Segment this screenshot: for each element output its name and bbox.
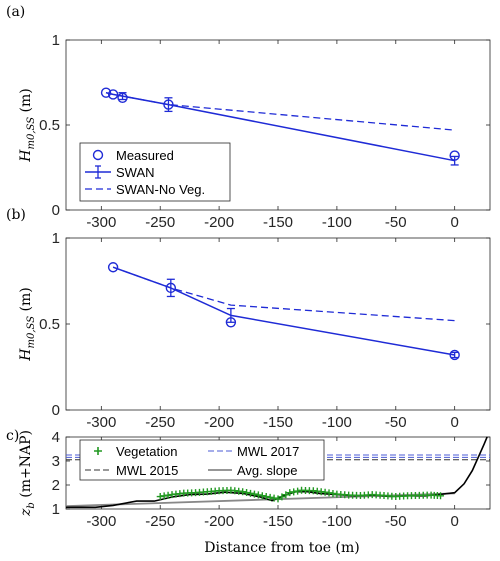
c-ytick-label: 3 [52, 453, 60, 470]
vegetation-marker [254, 491, 262, 499]
a-xtick-label: -150 [263, 214, 293, 231]
vegetation-marker [247, 489, 255, 497]
vegetation-marker [437, 492, 445, 500]
legend-c-mwl2017-label: MWL 2017 [237, 444, 299, 459]
legend-a-measured-label: Measured [116, 148, 174, 163]
a-ytick-label: 0.5 [39, 117, 60, 134]
legend-a-swan-label: SWAN [116, 165, 155, 180]
c-xtick-label: -300 [86, 513, 116, 530]
c-xtick-label: -250 [145, 513, 175, 530]
c-xtick-label: -150 [263, 513, 293, 530]
b-xtick-label: -50 [385, 414, 407, 431]
panel-c-plot: -300 -250 -200 -150 -100 -50 0 1 2 3 4 [52, 429, 491, 530]
vegetation-marker [239, 488, 247, 496]
panel-b-plot: -300 -250 -200 -150 -100 -50 0 0 0.5 1 [39, 230, 491, 431]
vegetation-marker [266, 493, 274, 501]
ylabel-text: Hm0,SS (m) [18, 287, 37, 361]
vegetation-marker [278, 493, 286, 501]
panel-c-ylabel: zb (m+NAP) [18, 430, 37, 517]
b-point-measured [107, 262, 119, 273]
vegetation-marker [258, 492, 266, 500]
c-ytick-label: 1 [52, 501, 60, 518]
panel-a-legend: Measured SWAN SWAN-No Veg. [79, 142, 231, 202]
legend-a-noveg-label: SWAN-No Veg. [116, 182, 205, 197]
b-point-measured [449, 349, 460, 361]
b-point-measured [225, 317, 237, 328]
b-xtick-label: -100 [322, 414, 352, 431]
panel-b-label: (b) [6, 207, 26, 223]
legend-c-box [79, 439, 325, 481]
ylabel-text: zb (m+NAP) [18, 430, 37, 517]
vegetation-marker [270, 494, 278, 502]
a-xtick-label: -300 [86, 214, 116, 231]
a-xtick-label: -250 [145, 214, 175, 231]
vegetation-marker [262, 493, 270, 501]
panel-c-xlabel: Distance from toe (m) [204, 540, 359, 556]
a-xtick-label: -100 [322, 214, 352, 231]
a-point-measured [449, 150, 460, 161]
legend-c-slope-label: Avg. slope [237, 463, 297, 478]
c-ytick-label: 4 [52, 429, 60, 446]
b-xtick-label: -200 [204, 414, 234, 431]
legend-c-vegetation-label: Vegetation [116, 444, 177, 459]
panel-a-ylabel: Hm0,SS (m) [18, 88, 37, 162]
a-xtick-label: -50 [385, 214, 407, 231]
a-ytick-label: 0 [52, 202, 60, 219]
b-ytick-label: 0 [52, 402, 60, 419]
a-point-measured [100, 87, 112, 98]
b-xtick-label: -150 [263, 414, 293, 431]
legend-a-measured-marker [92, 149, 104, 161]
vegetation-marker [282, 491, 290, 499]
b-xtick-label: -300 [86, 414, 116, 431]
a-point-measured [163, 99, 174, 110]
a-xtick-label: -200 [204, 214, 234, 231]
legend-c-vegetation-marker [94, 447, 102, 455]
c-xtick-label: -50 [385, 513, 407, 530]
vegetation-marker [290, 488, 298, 496]
b-ytick-label: 0.5 [39, 316, 60, 333]
a-series-swan-noveg [105, 92, 455, 131]
c-xtick-label: -100 [322, 513, 352, 530]
panel-a-label: (a) [6, 4, 25, 20]
ylabel-text: Hm0,SS (m) [18, 88, 37, 162]
vegetation-marker [294, 487, 302, 495]
b-point-measured [165, 282, 177, 294]
vegetation-marker [250, 490, 258, 498]
c-ytick-label: 2 [52, 477, 60, 494]
panel-a-plot: -300 -250 -200 -150 -100 -50 0 0 0.5 1 [39, 32, 491, 231]
legend-c-mwl2015-label: MWL 2015 [116, 463, 178, 478]
panel-a: (a) Hm0,SS (m) -300 -250 -200 -150 -100 -50 0 0… [6, 4, 491, 231]
vegetation-marker [243, 489, 251, 497]
series-bed-profile [66, 437, 488, 509]
c-xtick-label: 0 [450, 513, 458, 530]
panel-c-label: c) [6, 428, 19, 444]
b-series-swan-noveg [112, 266, 455, 322]
a-ytick-label: 1 [52, 32, 60, 49]
c-xtick-label: -200 [204, 513, 234, 530]
panel-c-legend: Vegetation MWL 2017 MWL 2015 Avg. slope [79, 439, 325, 481]
a-point-measured [117, 92, 128, 104]
b-xtick-label: -250 [145, 414, 175, 431]
a-xtick-label: 0 [450, 214, 458, 231]
vegetation-marker [286, 489, 294, 497]
b-ytick-label: 1 [52, 230, 60, 247]
a-point-measured [107, 89, 119, 100]
b-series-swan [112, 266, 455, 356]
panel-b: (b) Hm0,SS (m) -300 -250 -200 -150 -100 -50 0 0… [6, 207, 491, 431]
b-xtick-label: 0 [450, 414, 458, 431]
panel-b-ylabel: Hm0,SS (m) [18, 287, 37, 361]
panel-c: c) zb (m+NAP) -300 -250 -200 -150 -100 -50 0 1 2… [6, 428, 491, 556]
vegetation-marker [274, 495, 282, 503]
